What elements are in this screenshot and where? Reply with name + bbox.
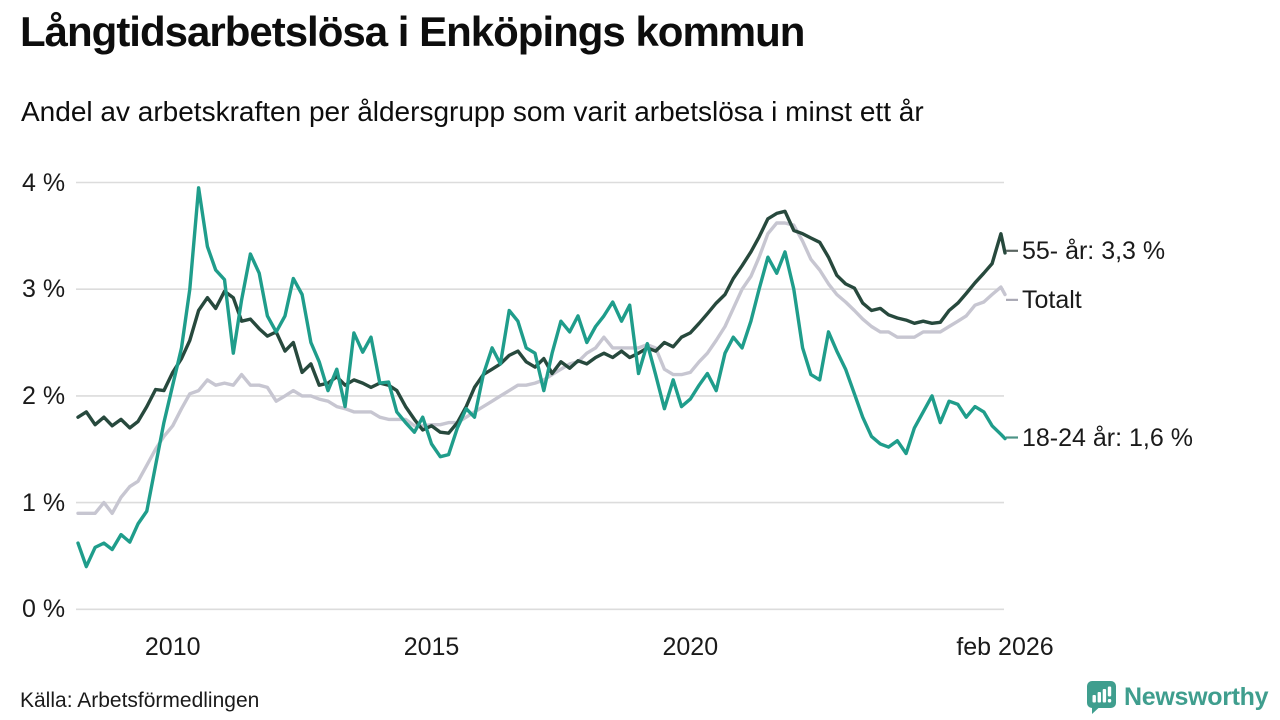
x-axis-tick-label: 2015 xyxy=(403,633,460,661)
x-axis-tick-label: 2020 xyxy=(662,633,719,661)
chart-subtitle: Andel av arbetskraften per åldersgrupp s… xyxy=(21,96,924,127)
y-axis-tick-label: 1 % xyxy=(22,488,66,517)
y-axis-tick-label: 4 % xyxy=(22,168,66,197)
source-attribution: Källa: Arbetsförmedlingen xyxy=(20,689,260,712)
y-axis-tick-label: 2 % xyxy=(22,381,66,410)
x-axis-tick-label: feb 2026 xyxy=(956,633,1054,661)
series-end-label: 55- år: 3,3 % xyxy=(1022,236,1166,265)
series-end-label: Totalt xyxy=(1022,285,1082,314)
page-title: Långtidsarbetslösa i Enköpings kommun xyxy=(20,8,805,55)
series-end-label: 18-24 år: 1,6 % xyxy=(1022,423,1193,452)
y-axis-tick-label: 3 % xyxy=(22,275,66,304)
x-axis-tick-label: 2010 xyxy=(144,633,201,661)
y-axis-tick-label: 0 % xyxy=(22,595,66,624)
series-line-18-24r xyxy=(76,186,1007,569)
newsworthy-chart-bubble-icon xyxy=(1087,681,1116,714)
newsworthy-wordmark: Newsworthy xyxy=(1124,682,1269,711)
series-line-Totalt xyxy=(76,221,1007,515)
series-line-55-r xyxy=(76,209,1007,435)
newsworthy-logo: Newsworthy xyxy=(1086,680,1269,714)
